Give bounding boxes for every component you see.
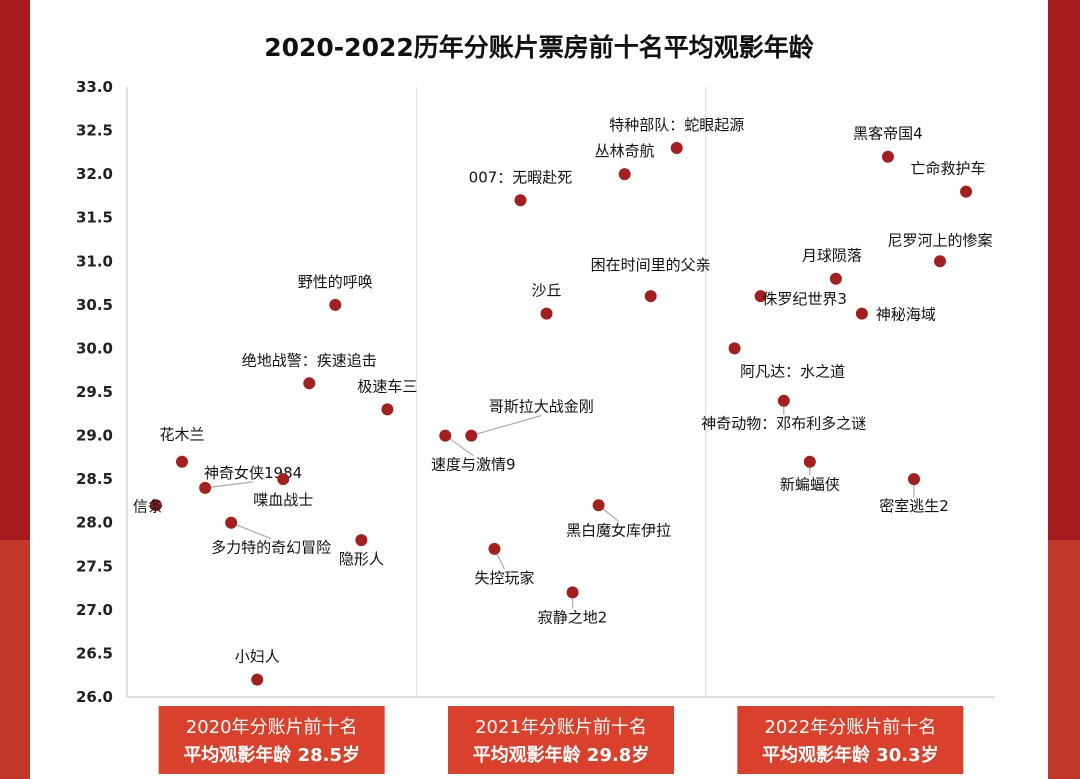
group-label-line2: 平均观影年龄 29.8岁 [473, 744, 650, 766]
data-label: 极速车三 [357, 377, 417, 395]
group-label-box [158, 706, 385, 774]
y-tick-label: 31.0 [76, 252, 113, 270]
data-point [803, 455, 816, 468]
data-point [329, 298, 342, 311]
data-label: 密室逃生2 [879, 497, 949, 515]
y-tick-label: 29.5 [76, 383, 113, 401]
data-label: 阿凡达：水之道 [740, 362, 845, 380]
y-tick-label: 28.5 [76, 470, 113, 488]
data-point [566, 586, 579, 599]
data-point [251, 673, 264, 686]
data-label: 007：无暇赴死 [469, 168, 573, 186]
data-label: 特种部队：蛇眼起源 [609, 116, 744, 134]
data-point [907, 473, 920, 486]
data-label: 亡命救护车 [911, 160, 986, 178]
data-point [777, 394, 790, 407]
data-label: 哥斯拉大战金刚 [489, 398, 594, 416]
data-point [644, 290, 657, 303]
data-point [881, 150, 894, 163]
data-point [149, 499, 162, 512]
data-point [277, 473, 290, 486]
axis-layer: 26.0 26.5 27.0 27.5 28.0 28.5 29.0 29.5 30.0 30.5… [76, 78, 995, 706]
data-point [488, 542, 501, 555]
y-tick-label: 33.0 [76, 78, 113, 96]
data-label: 失控玩家 [474, 569, 534, 587]
data-point [381, 403, 394, 416]
group-label-line1: 2021年分账片前十名 [475, 717, 647, 738]
data-point [829, 272, 842, 285]
group-label-box [448, 706, 674, 774]
label-leader [230, 522, 272, 540]
data-label: 绝地战警：疾速追击 [242, 351, 377, 369]
y-tick-label: 26.0 [76, 688, 113, 706]
data-point [540, 307, 553, 320]
y-tick-label: 30.0 [76, 339, 113, 357]
data-label: 新蝙蝠侠 [780, 476, 840, 494]
group-label-box [737, 706, 964, 774]
y-tick-label: 27.0 [76, 601, 113, 619]
label-leader [471, 414, 542, 437]
chart-card: 2020-2022历年分账片票房前十名平均观影年龄 26.0 26.5 27.0 27… [30, 0, 1048, 779]
data-label: 隐形人 [339, 550, 384, 568]
data-label: 黑客帝国4 [853, 125, 923, 143]
data-label: 丛林奇航 [595, 142, 655, 160]
y-tick-label: 30.5 [76, 296, 113, 314]
data-point [960, 185, 973, 198]
y-tick-label: 27.5 [76, 557, 113, 575]
data-point [855, 307, 868, 320]
chart-title: 2020-2022历年分账片票房前十名平均观影年龄 [264, 33, 815, 62]
data-label: 沙丘 [532, 282, 562, 300]
data-label: 野性的呼唤 [298, 273, 373, 291]
data-label: 寂静之地2 [538, 608, 608, 626]
label-leader [205, 481, 254, 489]
group-label-line1: 2022年分账片前十名 [764, 717, 936, 738]
data-label: 侏罗纪世界3 [762, 290, 847, 308]
data-label: 多力特的奇幻冒险 [211, 539, 331, 557]
data-point [439, 429, 452, 442]
data-point [754, 290, 767, 303]
data-point [934, 255, 947, 268]
data-point [514, 194, 527, 207]
y-tick-label: 32.5 [76, 122, 113, 140]
points-layer: 信条花木兰神奇女侠1984多力特的奇幻冒险喋血战士小妇人绝地战警：疾速追击野性的… [133, 116, 993, 686]
data-point [465, 429, 478, 442]
data-point [355, 534, 368, 547]
group-label-line2: 平均观影年龄 30.3岁 [762, 744, 939, 766]
data-label: 神秘海域 [876, 306, 936, 324]
data-label: 尼罗河上的惨案 [888, 231, 993, 249]
data-point [199, 481, 212, 494]
y-tick-label: 26.5 [76, 644, 113, 662]
y-tick-label: 32.0 [76, 165, 113, 183]
data-label: 小妇人 [235, 648, 280, 666]
data-label: 花木兰 [159, 426, 204, 444]
data-point [303, 377, 316, 390]
data-point [225, 516, 238, 529]
data-label: 速度与激情9 [431, 456, 516, 474]
data-label: 喋血战士 [253, 491, 313, 509]
data-point [592, 499, 605, 512]
data-label: 月球陨落 [802, 247, 862, 265]
data-point [175, 455, 188, 468]
y-tick-label: 28.0 [76, 514, 113, 532]
data-label: 信条 [133, 497, 163, 515]
data-label: 黑白魔女库伊拉 [566, 521, 671, 539]
y-tick-label: 31.5 [76, 209, 113, 227]
data-point [670, 142, 683, 154]
data-label: 神奇动物：邓布利多之谜 [701, 415, 866, 433]
data-label: 困在时间里的父亲 [591, 256, 711, 274]
y-tick-label: 29.0 [76, 427, 113, 445]
group-label-line2: 平均观影年龄 28.5岁 [183, 744, 360, 766]
group-label-line1: 2020年分账片前十名 [186, 717, 358, 738]
data-point [618, 168, 631, 181]
scatter-chart: 2020-2022历年分账片票房前十名平均观影年龄 26.0 26.5 27.0 27… [76, 33, 995, 774]
data-point [728, 342, 741, 355]
